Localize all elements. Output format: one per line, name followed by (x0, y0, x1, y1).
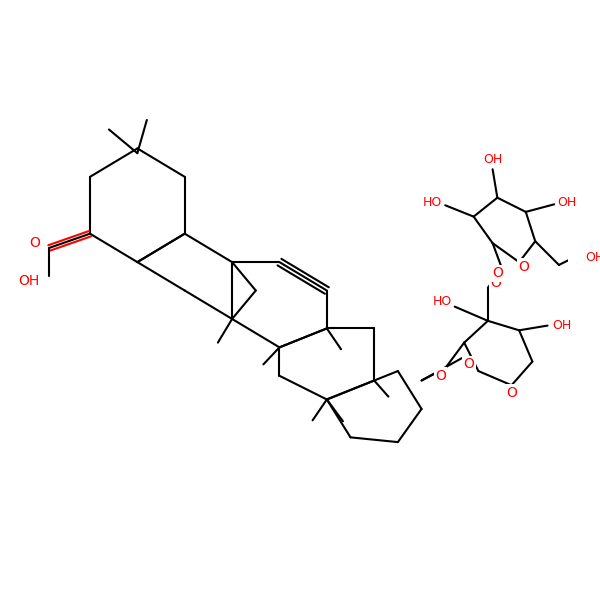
Text: O: O (490, 276, 501, 290)
Text: O: O (506, 386, 517, 400)
Text: O: O (29, 236, 40, 250)
Text: OH: OH (19, 274, 40, 288)
Text: O: O (463, 358, 475, 371)
Text: OH: OH (552, 319, 572, 332)
Text: O: O (492, 266, 503, 280)
Text: HO: HO (423, 196, 442, 209)
Text: OH: OH (557, 196, 576, 209)
Text: O: O (518, 260, 529, 274)
Text: O: O (435, 369, 446, 383)
Text: OH: OH (483, 153, 502, 166)
Text: HO: HO (433, 295, 452, 308)
Text: OH: OH (586, 251, 600, 264)
